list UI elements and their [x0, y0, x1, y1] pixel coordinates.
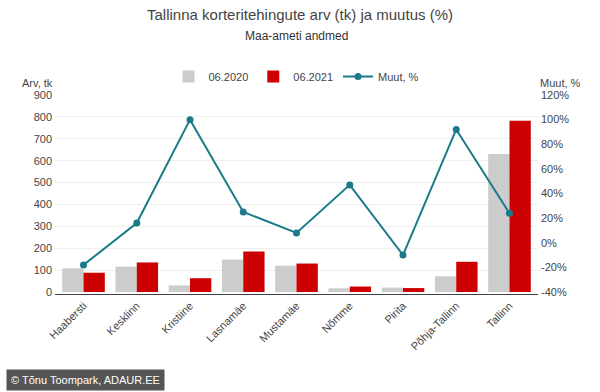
- svg-text:Maa-ameti andmed: Maa-ameti andmed: [245, 29, 348, 43]
- svg-text:Kristiine: Kristiine: [159, 300, 195, 336]
- svg-text:Põhja-Tallinn: Põhja-Tallinn: [409, 300, 462, 353]
- svg-text:40%: 40%: [541, 187, 563, 199]
- svg-text:900: 900: [34, 89, 52, 101]
- svg-text:06.2021: 06.2021: [293, 71, 333, 83]
- svg-text:Nõmme: Nõmme: [319, 300, 355, 336]
- svg-text:Kesklinn: Kesklinn: [104, 300, 142, 338]
- svg-text:500: 500: [34, 176, 52, 188]
- svg-text:0%: 0%: [541, 237, 557, 249]
- svg-text:Arv, tk: Arv, tk: [22, 77, 53, 89]
- svg-text:120%: 120%: [541, 89, 569, 101]
- svg-text:Mustamäe: Mustamäe: [257, 300, 302, 345]
- svg-text:400: 400: [34, 198, 52, 210]
- svg-text:06.2020: 06.2020: [209, 71, 249, 83]
- svg-text:700: 700: [34, 133, 52, 145]
- svg-text:800: 800: [34, 111, 52, 123]
- svg-text:Muut, %: Muut, %: [378, 71, 419, 83]
- svg-text:100%: 100%: [541, 113, 569, 125]
- svg-text:20%: 20%: [541, 212, 563, 224]
- svg-text:Muut, %: Muut, %: [540, 77, 581, 89]
- svg-text:© Tõnu Toompark, ADAUR.EE: © Tõnu Toompark, ADAUR.EE: [11, 374, 160, 386]
- svg-text:60%: 60%: [541, 163, 563, 175]
- svg-text:600: 600: [34, 155, 52, 167]
- svg-text:100: 100: [34, 264, 52, 276]
- svg-text:-40%: -40%: [541, 286, 567, 298]
- svg-text:Tallinn: Tallinn: [484, 300, 515, 331]
- svg-text:Lasnamäe: Lasnamäe: [204, 300, 249, 345]
- svg-text:Tallinna korteritehingute arv: Tallinna korteritehingute arv (tk) ja mu…: [147, 6, 453, 23]
- svg-text:80%: 80%: [541, 138, 563, 150]
- svg-text:0: 0: [46, 286, 52, 298]
- svg-text:200: 200: [34, 242, 52, 254]
- svg-text:Pirita: Pirita: [382, 299, 409, 326]
- svg-text:Haabersti: Haabersti: [47, 300, 89, 342]
- svg-text:-20%: -20%: [541, 261, 567, 273]
- svg-text:300: 300: [34, 220, 52, 232]
